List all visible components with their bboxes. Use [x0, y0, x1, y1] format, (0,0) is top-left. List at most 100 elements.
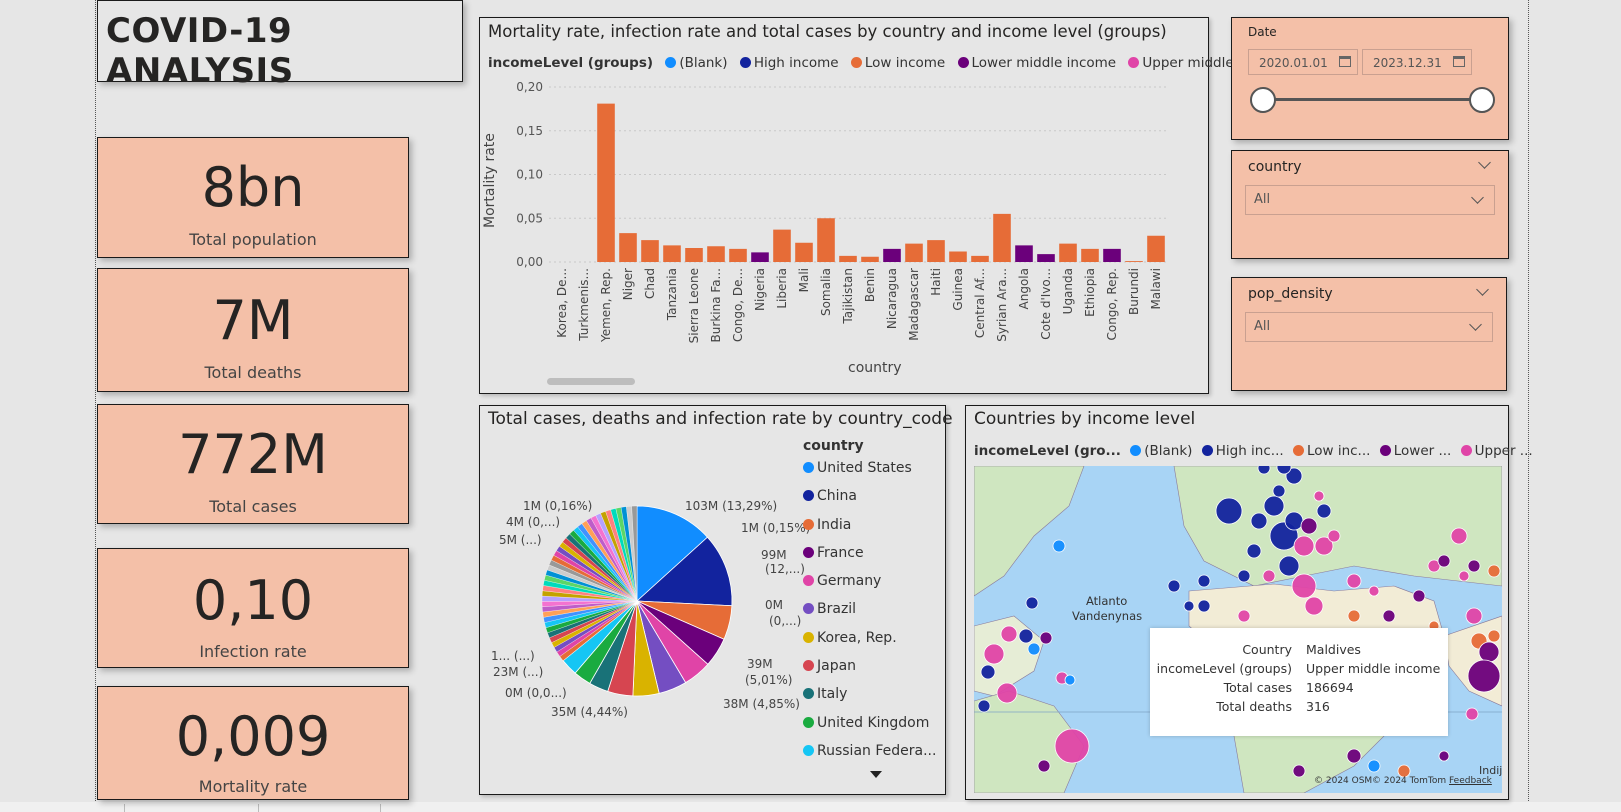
page-tab[interactable] — [258, 804, 381, 812]
bar[interactable] — [1125, 261, 1143, 262]
pop-density-dropdown[interactable]: All — [1245, 312, 1493, 342]
map-feedback-link[interactable]: Feedback — [1449, 776, 1492, 786]
bar[interactable] — [773, 229, 791, 262]
map-bubble[interactable] — [1487, 629, 1501, 643]
pie-legend-item[interactable]: France — [803, 545, 936, 573]
legend-item[interactable]: Low income — [850, 55, 945, 71]
pie-legend-item[interactable]: United Kingdom — [803, 715, 936, 743]
page-tab[interactable] — [0, 804, 125, 812]
map-bubble[interactable] — [1467, 659, 1501, 693]
map-bubble[interactable] — [1314, 536, 1334, 556]
pie-legend-item[interactable]: India — [803, 517, 936, 545]
map-bubble[interactable] — [1000, 625, 1018, 643]
pie-legend-item[interactable]: Russian Federa... — [803, 743, 936, 771]
bar[interactable] — [663, 245, 681, 262]
map-bubble[interactable] — [1304, 596, 1324, 616]
bar[interactable] — [927, 240, 945, 262]
map-bubble[interactable] — [1293, 535, 1315, 557]
bar[interactable] — [619, 233, 637, 262]
start-date-input[interactable]: 2020.01.01 — [1248, 49, 1358, 75]
map-bubble[interactable] — [1367, 759, 1381, 773]
map-bubble[interactable] — [1292, 764, 1306, 778]
bar[interactable] — [905, 243, 923, 262]
pie-slice[interactable] — [631, 505, 638, 602]
legend-item[interactable]: (Blank) — [665, 55, 728, 71]
map-bubble[interactable] — [1237, 609, 1251, 623]
map-bubble[interactable] — [1064, 674, 1076, 686]
bar[interactable] — [817, 218, 835, 262]
map-bubble[interactable] — [1347, 609, 1361, 623]
map-bubble[interactable] — [980, 664, 996, 680]
legend-item[interactable]: Lower ... — [1379, 443, 1451, 459]
map-bubble[interactable] — [1346, 748, 1362, 764]
map-bubble[interactable] — [1313, 490, 1325, 502]
map-bubble[interactable] — [1272, 484, 1286, 498]
bar[interactable] — [1147, 235, 1165, 262]
bar[interactable] — [839, 255, 857, 262]
map-bubble[interactable] — [1263, 495, 1285, 517]
bar[interactable] — [751, 252, 769, 262]
map-attribution-tomtom[interactable]: © 2024 TomTom — [1372, 776, 1447, 786]
map-bubble[interactable] — [1458, 570, 1470, 582]
map-bubble[interactable] — [1197, 574, 1211, 588]
date-range-start-handle[interactable] — [1250, 87, 1276, 113]
map-bubble[interactable] — [1276, 466, 1292, 475]
pie-legend-item[interactable]: Italy — [803, 686, 936, 714]
scroll-down-icon[interactable] — [870, 771, 882, 778]
map-bubble[interactable] — [1052, 539, 1066, 553]
map-bubble[interactable] — [996, 682, 1018, 704]
map-bubble[interactable] — [1437, 554, 1451, 568]
kpi-total-population[interactable]: 8bn Total population — [97, 137, 409, 258]
map-bubble[interactable] — [1167, 579, 1181, 593]
date-slicer[interactable] — [1231, 17, 1509, 140]
pie-legend-item[interactable]: Korea, Rep. — [803, 630, 936, 658]
map-bubble[interactable] — [1382, 609, 1396, 623]
map-bubble[interactable] — [1183, 600, 1195, 612]
bar[interactable] — [641, 240, 659, 262]
map-bubble[interactable] — [1025, 596, 1039, 610]
map-bubble[interactable] — [1487, 564, 1501, 578]
country-dropdown[interactable]: All — [1245, 185, 1495, 215]
page-tab[interactable] — [124, 804, 259, 812]
pie-legend-item[interactable]: Brazil — [803, 601, 936, 629]
kpi-total-deaths[interactable]: 7M Total deaths — [97, 268, 409, 392]
map-bubble[interactable] — [1368, 585, 1380, 597]
map-bubble[interactable] — [977, 699, 991, 713]
map-bubble[interactable] — [1316, 503, 1332, 519]
map-attribution-osm[interactable]: © 2024 OSM — [1314, 776, 1373, 786]
bar[interactable] — [597, 103, 615, 262]
map-bubble[interactable] — [1197, 599, 1211, 613]
map-bubble[interactable] — [1291, 573, 1317, 599]
map-bubble[interactable] — [1450, 527, 1468, 545]
map-bubbles[interactable] — [974, 466, 1502, 793]
bar[interactable] — [883, 248, 901, 262]
pie-slice[interactable] — [636, 505, 708, 602]
bar[interactable] — [861, 256, 879, 262]
map-bubble[interactable] — [1284, 511, 1304, 531]
legend-item[interactable]: High inc... — [1201, 443, 1284, 459]
calendar-icon[interactable] — [1339, 56, 1351, 67]
date-range-end-handle[interactable] — [1469, 87, 1495, 113]
bar[interactable] — [1059, 243, 1077, 262]
bar-chart-scrollbar[interactable] — [547, 378, 635, 385]
map-bubble[interactable] — [1438, 750, 1450, 762]
bar[interactable] — [1103, 248, 1121, 262]
legend-item[interactable]: Upper ... — [1460, 443, 1533, 459]
map-bubble[interactable] — [1262, 569, 1276, 583]
legend-item[interactable]: Lower middle income — [957, 55, 1116, 71]
bar[interactable] — [685, 248, 703, 262]
bar[interactable] — [1037, 254, 1055, 262]
legend-item[interactable]: Low inc... — [1292, 443, 1370, 459]
map-bubble[interactable] — [1215, 497, 1243, 525]
map-bubble[interactable] — [1027, 642, 1041, 656]
end-date-input[interactable]: 2023.12.31 — [1362, 49, 1472, 75]
kpi-total-cases[interactable]: 772M Total cases — [97, 404, 409, 524]
bar[interactable] — [729, 248, 747, 262]
pie-legend-item[interactable]: China — [803, 488, 936, 516]
bar[interactable] — [971, 255, 989, 262]
map-bubble[interactable] — [1246, 543, 1262, 559]
map-bubble[interactable] — [1412, 589, 1426, 603]
map-bubble[interactable] — [1300, 517, 1318, 535]
bar[interactable] — [949, 251, 967, 263]
date-range-track[interactable] — [1263, 98, 1482, 101]
